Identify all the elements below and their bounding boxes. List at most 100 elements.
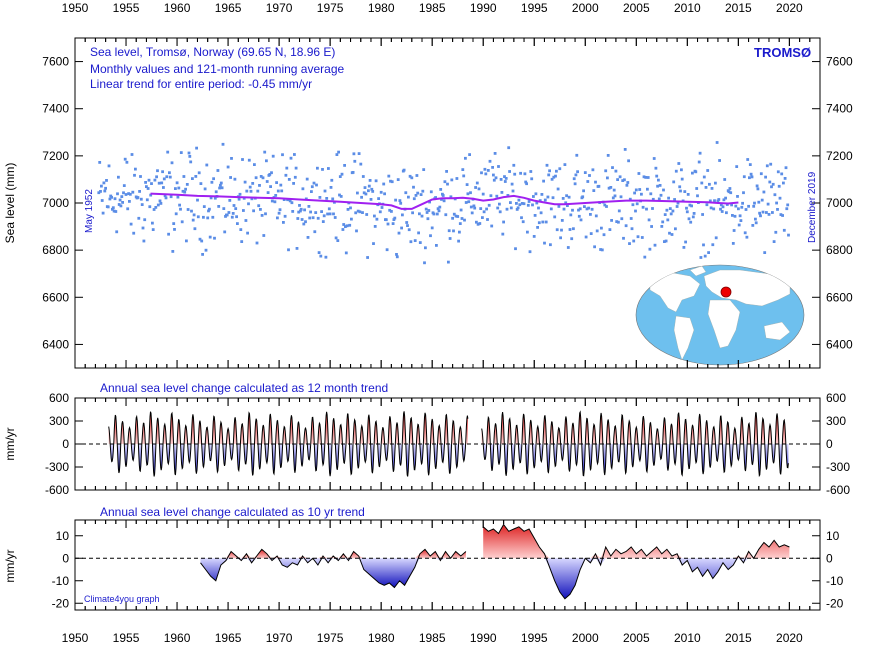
monthly-point xyxy=(297,210,301,214)
monthly-point xyxy=(248,185,252,189)
monthly-point xyxy=(659,193,663,197)
monthly-point xyxy=(147,178,151,182)
monthly-point xyxy=(129,222,133,226)
monthly-point xyxy=(225,213,229,217)
monthly-point xyxy=(509,206,513,210)
monthly-point xyxy=(610,219,613,222)
station-label: TROMSØ xyxy=(754,45,811,60)
monthly-point xyxy=(213,196,217,200)
monthly-point xyxy=(737,223,741,227)
y-tick-label: 6600 xyxy=(826,290,853,304)
monthly-point xyxy=(546,195,550,199)
monthly-point xyxy=(682,246,686,249)
monthly-point xyxy=(690,204,693,208)
negative-area xyxy=(483,558,790,599)
monthly-point xyxy=(640,192,643,196)
y-tick-label: 6600 xyxy=(42,290,69,304)
monthly-point xyxy=(555,228,559,232)
monthly-point xyxy=(296,217,300,220)
monthly-point xyxy=(102,181,106,185)
monthly-point xyxy=(475,220,478,224)
monthly-point xyxy=(758,211,761,215)
monthly-point xyxy=(712,207,716,211)
monthly-point xyxy=(156,203,160,207)
monthly-point xyxy=(389,179,392,183)
trend-line xyxy=(108,411,469,477)
monthly-point xyxy=(540,193,544,196)
monthly-point xyxy=(138,190,141,193)
monthly-point xyxy=(166,150,170,154)
monthly-point xyxy=(372,242,375,245)
p12-title: Annual sea level change calculated as 12… xyxy=(100,381,388,395)
monthly-point xyxy=(398,199,402,202)
monthly-point xyxy=(600,248,604,252)
monthly-point xyxy=(773,193,777,197)
monthly-point xyxy=(475,181,479,185)
monthly-point xyxy=(100,199,104,202)
monthly-point xyxy=(645,207,648,211)
x-tick-label: 1950 xyxy=(62,1,89,15)
monthly-point xyxy=(205,163,209,167)
monthly-point xyxy=(182,175,186,178)
monthly-point xyxy=(108,197,112,201)
monthly-point xyxy=(165,175,169,179)
monthly-point xyxy=(617,209,621,213)
monthly-point xyxy=(587,206,591,210)
monthly-point xyxy=(545,163,549,167)
monthly-point xyxy=(716,199,720,203)
monthly-point xyxy=(594,214,598,218)
monthly-point xyxy=(560,228,563,232)
monthly-point xyxy=(150,182,153,185)
monthly-point xyxy=(338,175,342,178)
monthly-point xyxy=(408,174,412,178)
monthly-point xyxy=(588,174,591,177)
monthly-point xyxy=(427,209,431,212)
monthly-point xyxy=(333,216,337,219)
monthly-point xyxy=(641,205,645,209)
monthly-point xyxy=(717,198,721,201)
monthly-point xyxy=(458,230,461,234)
monthly-point xyxy=(554,174,557,178)
monthly-point xyxy=(753,201,756,205)
monthly-point xyxy=(751,224,755,227)
monthly-point xyxy=(715,141,719,144)
monthly-point xyxy=(367,189,370,193)
monthly-point xyxy=(706,169,710,172)
monthly-point xyxy=(686,193,690,196)
monthly-point xyxy=(110,195,113,199)
monthly-point xyxy=(394,198,397,202)
monthly-point xyxy=(314,211,318,214)
monthly-point xyxy=(760,198,764,202)
monthly-point xyxy=(663,213,667,216)
monthly-point xyxy=(771,182,775,186)
monthly-point xyxy=(432,212,436,216)
monthly-point xyxy=(651,197,655,201)
monthly-point xyxy=(184,187,187,191)
monthly-point xyxy=(415,174,419,177)
monthly-point xyxy=(597,184,601,188)
monthly-point xyxy=(711,243,715,247)
monthly-point xyxy=(310,185,314,189)
monthly-point xyxy=(476,222,480,226)
monthly-point xyxy=(574,173,578,177)
credit-label: Climate4you graph xyxy=(84,594,160,604)
monthly-point xyxy=(537,221,541,225)
monthly-point xyxy=(527,200,531,203)
monthly-point xyxy=(512,163,516,167)
monthly-point xyxy=(555,169,558,173)
monthly-point xyxy=(240,240,244,243)
monthly-point xyxy=(523,172,527,176)
x-tick-label: 2005 xyxy=(623,631,650,645)
monthly-point xyxy=(203,187,207,191)
monthly-point xyxy=(676,201,680,205)
monthly-point xyxy=(145,198,149,202)
monthly-point xyxy=(211,215,215,219)
monthly-point xyxy=(503,175,506,178)
monthly-point xyxy=(121,201,124,204)
monthly-point xyxy=(625,183,629,187)
p12-areas xyxy=(75,410,820,478)
monthly-point xyxy=(661,220,665,224)
monthly-point xyxy=(612,188,616,192)
monthly-point xyxy=(585,207,589,211)
monthly-point xyxy=(132,231,136,235)
